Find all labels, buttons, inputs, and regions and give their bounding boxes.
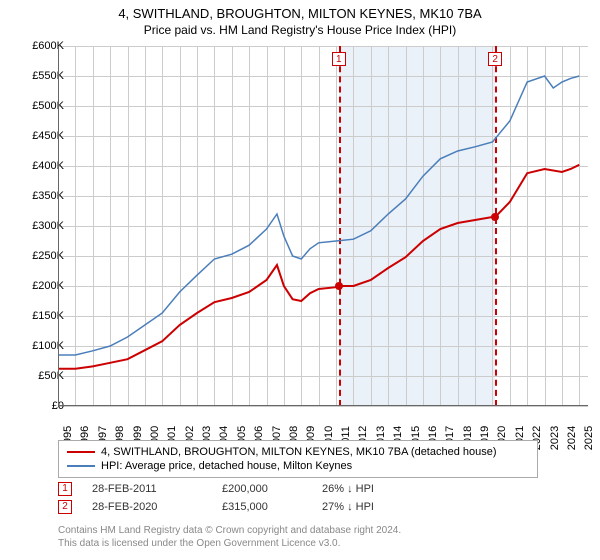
legend-item-hpi: HPI: Average price, detached house, Milt… [67, 459, 529, 473]
marker-box-1: 1 [332, 52, 346, 66]
footer-line-1: Contains HM Land Registry data © Crown c… [58, 524, 401, 537]
y-tick-label: £200K [14, 280, 64, 292]
legend: 4, SWITHLAND, BROUGHTON, MILTON KEYNES, … [58, 440, 538, 478]
sale-marker-1: 1 [58, 482, 72, 496]
series-property [58, 165, 579, 369]
sale-price-1: £200,000 [222, 483, 302, 495]
marker-box-2: 2 [488, 52, 502, 66]
sale-marker-2: 2 [58, 500, 72, 514]
x-tick-label: 2024 [566, 426, 578, 450]
chart-container: 4, SWITHLAND, BROUGHTON, MILTON KEYNES, … [0, 0, 600, 560]
y-tick-label: £0 [14, 400, 64, 412]
sale-delta-1: 26% ↓ HPI [322, 483, 422, 495]
sale-delta-2: 27% ↓ HPI [322, 501, 422, 513]
y-tick-label: £400K [14, 160, 64, 172]
y-tick-label: £100K [14, 340, 64, 352]
y-tick-label: £450K [14, 130, 64, 142]
x-tick-label: 2023 [549, 426, 561, 450]
legend-swatch-property [67, 451, 95, 453]
y-tick-label: £350K [14, 190, 64, 202]
y-tick-label: £250K [14, 250, 64, 262]
sale-rows: 1 28-FEB-2011 £200,000 26% ↓ HPI 2 28-FE… [58, 482, 422, 518]
marker-dot-1 [335, 282, 343, 290]
legend-label-property: 4, SWITHLAND, BROUGHTON, MILTON KEYNES, … [101, 446, 497, 458]
y-tick-label: £550K [14, 70, 64, 82]
y-tick-label: £50K [14, 370, 64, 382]
y-tick-label: £300K [14, 220, 64, 232]
y-tick-label: £600K [14, 40, 64, 52]
sale-row-1: 1 28-FEB-2011 £200,000 26% ↓ HPI [58, 482, 422, 496]
footer-attribution: Contains HM Land Registry data © Crown c… [58, 524, 401, 550]
plot-area: 12 [58, 46, 588, 406]
chart-title: 4, SWITHLAND, BROUGHTON, MILTON KEYNES, … [0, 6, 600, 21]
y-axis-line [58, 46, 59, 406]
series-hpi [58, 76, 579, 355]
legend-item-property: 4, SWITHLAND, BROUGHTON, MILTON KEYNES, … [67, 445, 529, 459]
x-tick-label: 2025 [583, 426, 595, 450]
chart-subtitle: Price paid vs. HM Land Registry's House … [0, 23, 600, 37]
y-tick-label: £150K [14, 310, 64, 322]
legend-swatch-hpi [67, 465, 95, 467]
marker-dot-2 [491, 213, 499, 221]
sale-date-2: 28-FEB-2020 [92, 501, 202, 513]
footer-line-2: This data is licensed under the Open Gov… [58, 537, 401, 550]
legend-label-hpi: HPI: Average price, detached house, Milt… [101, 460, 352, 472]
title-block: 4, SWITHLAND, BROUGHTON, MILTON KEYNES, … [0, 0, 600, 39]
x-axis-line [58, 405, 588, 406]
sale-row-2: 2 28-FEB-2020 £315,000 27% ↓ HPI [58, 500, 422, 514]
line-series-svg [58, 46, 588, 406]
sale-price-2: £315,000 [222, 501, 302, 513]
y-tick-label: £500K [14, 100, 64, 112]
sale-date-1: 28-FEB-2011 [92, 483, 202, 495]
